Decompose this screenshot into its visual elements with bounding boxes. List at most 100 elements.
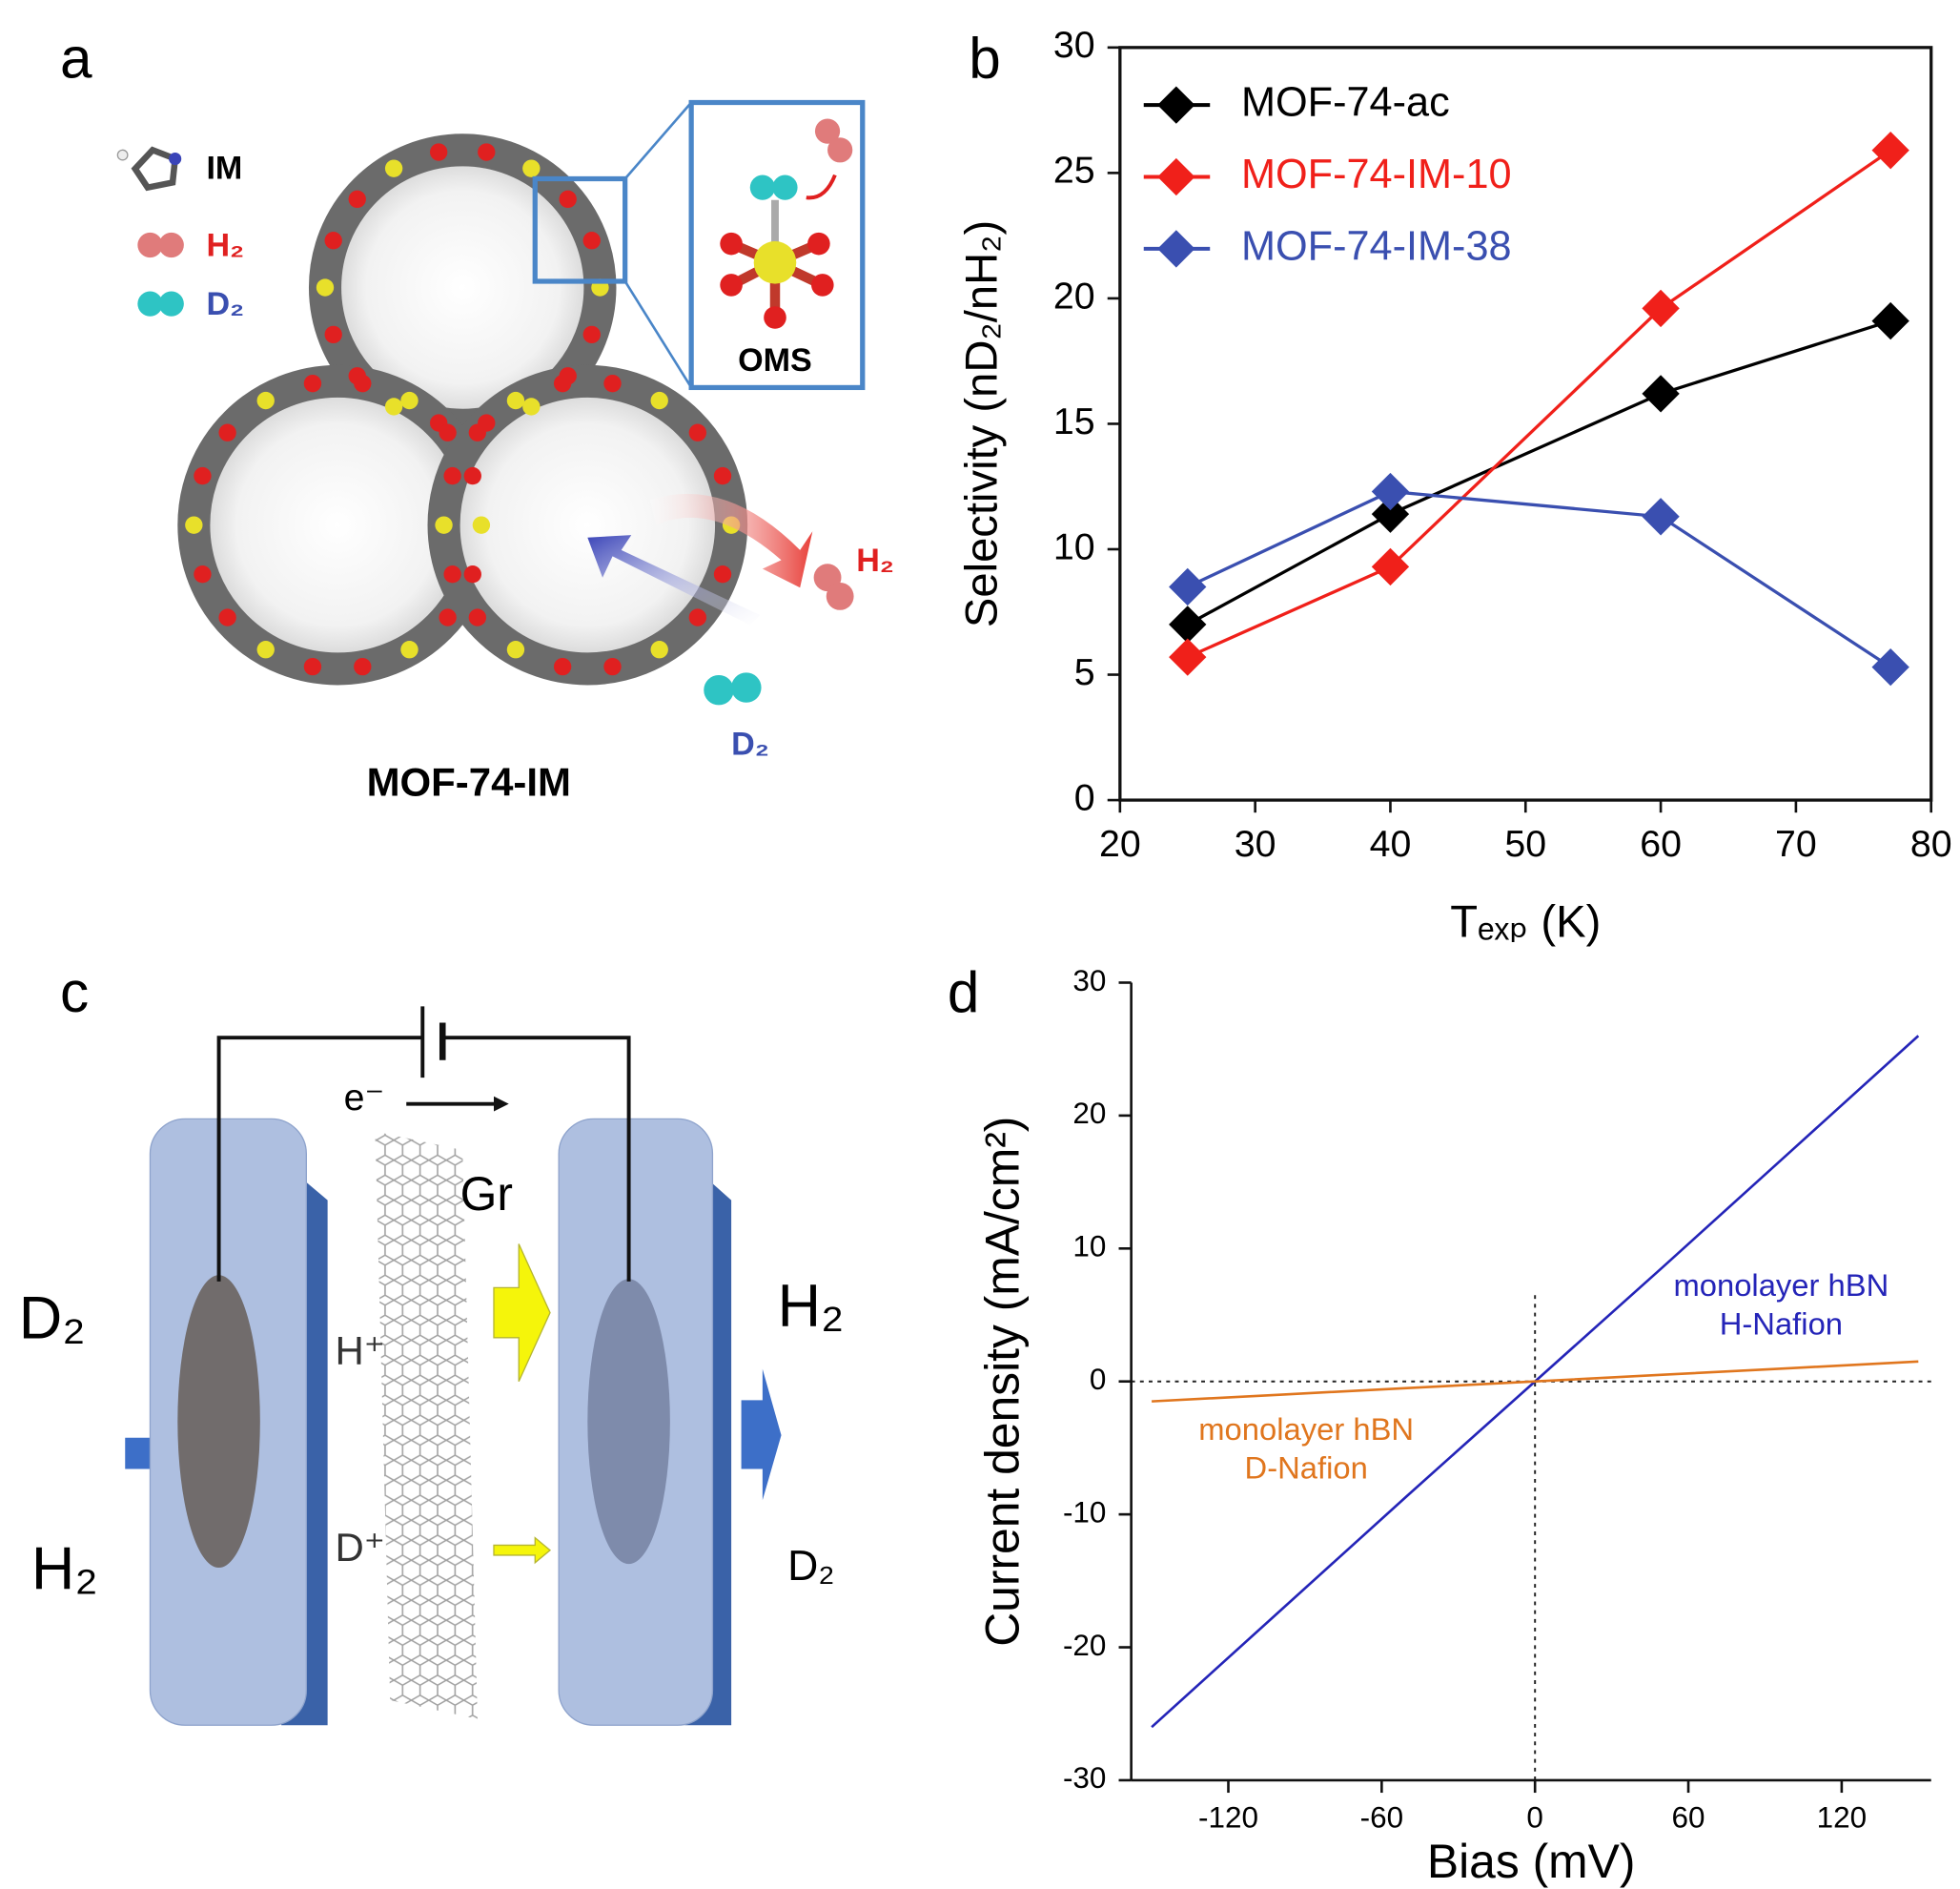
x-tick-label: 80: [1910, 823, 1952, 865]
x-tick-label: 30: [1235, 823, 1276, 865]
x-tick-label: 50: [1504, 823, 1546, 865]
legend-marker: [1157, 86, 1195, 124]
panel-label: d: [948, 959, 980, 1024]
marker: [1871, 647, 1909, 687]
marker: [1642, 289, 1680, 328]
outlet-arrow: [741, 1368, 782, 1501]
atom: [650, 391, 668, 410]
oms-site: [720, 118, 853, 329]
atom: [218, 608, 236, 626]
zoom-line: [623, 101, 693, 180]
zoom-line: [623, 280, 693, 389]
series-line: [1186, 319, 1891, 626]
h2-arrow: [649, 493, 813, 588]
output-label: H₂: [778, 1273, 845, 1340]
atom: [316, 278, 335, 297]
x-tick-label: 120: [1817, 1801, 1867, 1835]
legend-label: H₂: [206, 228, 244, 264]
atom: [650, 641, 668, 659]
y-axis-label: Selectivity (nD₂/nH₂): [957, 220, 1008, 627]
y-tick-label: 0: [1074, 776, 1095, 818]
x-tick-label: 60: [1672, 1801, 1705, 1835]
marker: [1371, 547, 1410, 586]
series-line: [1187, 149, 1892, 659]
caption: MOF-74-IM: [367, 759, 571, 804]
legend-label: MOF-74-IM-38: [1241, 223, 1512, 269]
atom: [463, 466, 481, 485]
marker: [1642, 498, 1680, 536]
ion-label: H⁺: [335, 1328, 384, 1373]
y-tick-label: 25: [1053, 150, 1095, 192]
y-tick-label: -20: [1063, 1629, 1106, 1662]
y-tick-label: -30: [1063, 1761, 1106, 1795]
atom: [688, 423, 707, 441]
atom: [256, 391, 275, 410]
atom: [713, 466, 732, 485]
annotation: monolayer hBN: [1198, 1411, 1414, 1447]
atom: [603, 657, 622, 676]
input-label: H₂: [31, 1535, 98, 1602]
atom: [506, 391, 525, 410]
y-tick-label: 15: [1053, 400, 1095, 442]
atom: [468, 423, 487, 441]
atom: [472, 516, 491, 534]
atom: [435, 516, 453, 534]
atom: [713, 565, 732, 584]
mof-illustration: OMS H₂ D₂ MOF-74-IM IM H₂ D₂: [116, 99, 894, 804]
series-line: [1152, 1360, 1919, 1403]
x-axis-label: Tₑₓₚ (K): [1450, 897, 1601, 948]
x-axis-label: Bias (mV): [1427, 1835, 1636, 1888]
input-label: D₂: [19, 1285, 86, 1352]
panel-label: c: [60, 959, 89, 1024]
atom: [559, 190, 577, 209]
atom: [324, 232, 342, 250]
atom: [439, 608, 457, 626]
legend-label: D₂: [206, 286, 244, 322]
atom: [443, 565, 461, 584]
y-tick-label: 5: [1074, 651, 1095, 693]
zoom-box: [532, 175, 628, 284]
y-tick-label: 0: [1090, 1363, 1107, 1396]
y-tick-label: -10: [1063, 1495, 1106, 1529]
atom: [478, 143, 496, 161]
annotation: D-Nafion: [1245, 1449, 1368, 1485]
annotation: monolayer hBN: [1673, 1267, 1889, 1303]
inset-label: OMS: [738, 342, 812, 379]
atom: [553, 374, 572, 393]
y-axis-label: Current density (mA/cm²): [976, 1117, 1030, 1647]
chart: -30 -20 -10 0 10 20 30 -120 -60 0 60 120 Current den…: [976, 964, 1931, 1888]
marker: [1871, 132, 1909, 170]
atom: [354, 374, 372, 393]
atom: [303, 657, 322, 676]
marker: [1169, 567, 1207, 606]
chart: 0 5 10 15 20 25 30 20 30 40 50 60 70 80 Selectivity (n…: [957, 24, 1952, 947]
panel-label: a: [60, 25, 92, 90]
proton-arrow: [493, 1243, 551, 1382]
atom: [463, 565, 481, 584]
d2-arrow: [587, 535, 761, 626]
legend-marker: [1157, 230, 1195, 268]
atom: [553, 657, 572, 676]
electrode-window: [587, 1279, 670, 1565]
atom: [194, 565, 212, 584]
y-tick-label: 30: [1072, 964, 1106, 997]
electron-label: e⁻: [344, 1077, 385, 1119]
atom: [384, 159, 403, 177]
atom: [384, 398, 403, 416]
x-tick-label: 60: [1640, 823, 1682, 865]
atom: [256, 641, 275, 659]
atom: [522, 398, 541, 416]
x-tick-label: 70: [1775, 823, 1817, 865]
x-tick-label: -60: [1360, 1801, 1403, 1835]
legend-icons: [116, 146, 184, 317]
series-line: [1187, 489, 1892, 669]
x-tick-label: -120: [1198, 1801, 1258, 1835]
deuteron-arrow: [493, 1536, 552, 1565]
y-tick-label: 10: [1072, 1230, 1106, 1263]
x-tick-label: 20: [1099, 823, 1141, 865]
atom: [354, 657, 372, 676]
atom: [688, 608, 707, 626]
y-tick-label: 20: [1053, 275, 1095, 317]
x-tick-label: 40: [1370, 823, 1412, 865]
